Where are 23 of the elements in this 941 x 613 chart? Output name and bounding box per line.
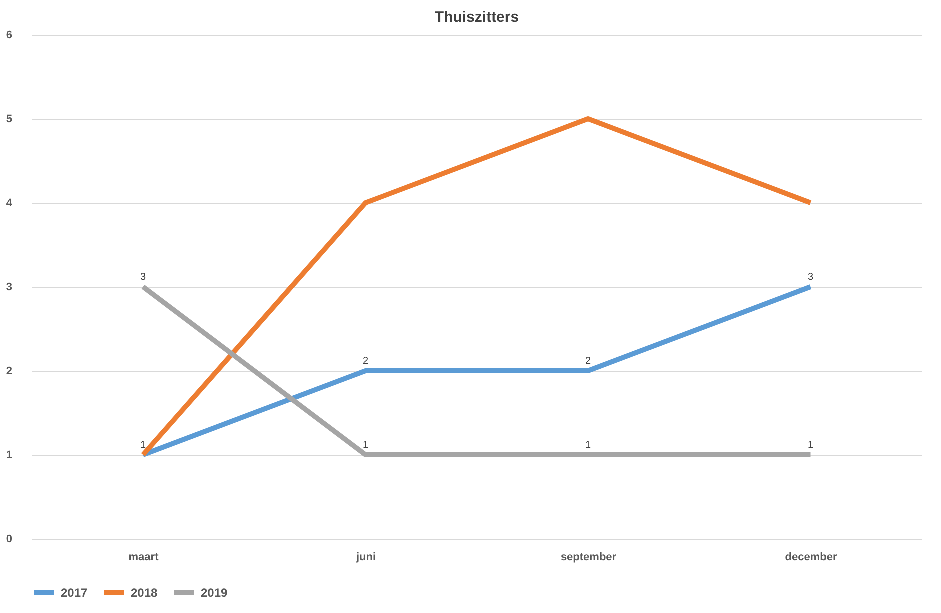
- data-label: 2: [585, 356, 592, 367]
- y-tick-label: 2: [6, 366, 12, 378]
- y-tick-label: 6: [6, 30, 12, 42]
- legend-label: 2018: [131, 586, 158, 600]
- data-label: 1: [140, 440, 146, 451]
- data-label: 1: [585, 440, 592, 451]
- chart-title: Thuiszitters: [434, 9, 520, 26]
- y-tick-label: 5: [6, 114, 12, 126]
- data-label: 3: [808, 272, 814, 283]
- y-tick-label: 1: [6, 450, 12, 462]
- x-tick-label: juni: [355, 552, 376, 564]
- data-label: 1: [808, 440, 814, 451]
- y-tick-label: 0: [6, 534, 12, 546]
- legend-label: 2019: [201, 586, 228, 600]
- y-tick-label: 4: [6, 198, 14, 210]
- x-tick-label: september: [560, 552, 618, 564]
- legend-label: 2017: [61, 586, 88, 600]
- x-tick-label: december: [785, 552, 838, 564]
- y-tick-label: 3: [6, 282, 12, 294]
- x-tick-label: maart: [128, 552, 160, 564]
- data-label: 2: [362, 356, 369, 367]
- data-label: 3: [140, 272, 146, 283]
- data-label: 1: [362, 440, 369, 451]
